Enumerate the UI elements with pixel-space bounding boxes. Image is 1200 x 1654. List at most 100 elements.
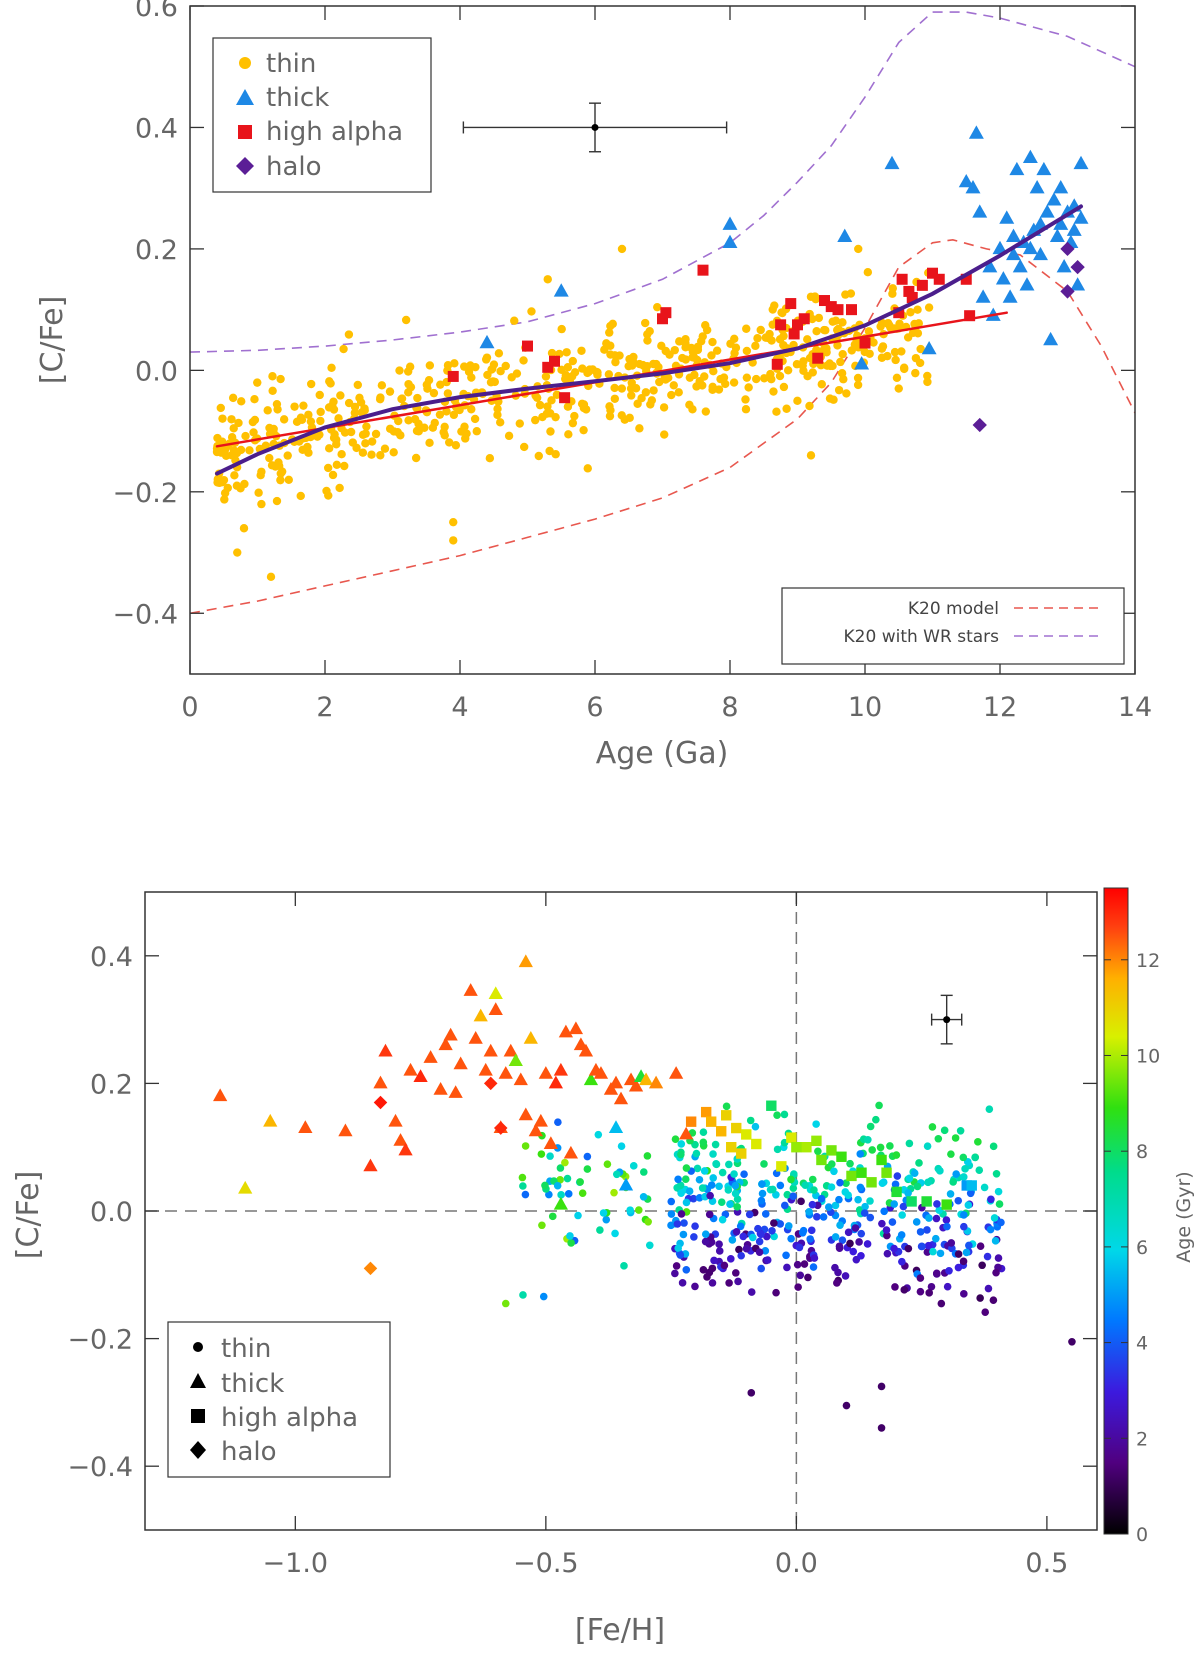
thin-star-point bbox=[992, 1268, 1000, 1277]
thin-star-point bbox=[783, 1190, 792, 1199]
thin-star-point bbox=[936, 1249, 945, 1258]
thin-star-point bbox=[809, 1263, 818, 1271]
thin-star-point bbox=[472, 427, 481, 436]
x-tick-label: −0.5 bbox=[513, 1548, 579, 1579]
thick-star-point bbox=[398, 1142, 413, 1156]
thin-star-point bbox=[556, 1164, 565, 1172]
thick-star-point bbox=[453, 1056, 468, 1070]
error-bar-point bbox=[591, 123, 599, 131]
thin-star-point bbox=[772, 407, 781, 416]
thin-star-point bbox=[257, 467, 266, 476]
high-alpha-star-point bbox=[660, 307, 672, 319]
thin-star-point bbox=[501, 1299, 510, 1308]
thin-star-point bbox=[548, 1212, 557, 1221]
thick-star-point bbox=[1073, 210, 1089, 224]
y-tick-label: 0.2 bbox=[90, 1069, 133, 1100]
thin-star-point bbox=[842, 1179, 850, 1187]
thin-star-point bbox=[674, 1244, 682, 1252]
thick-star-point bbox=[433, 1082, 448, 1095]
high-alpha-star-point bbox=[788, 328, 800, 340]
thin-star-point bbox=[592, 367, 601, 377]
thin-star-point bbox=[519, 1291, 527, 1299]
thin-star-point bbox=[268, 372, 277, 381]
colorbar-tick-label: 12 bbox=[1136, 950, 1160, 972]
thick-star-point bbox=[972, 204, 988, 218]
thick-star-point bbox=[533, 1113, 548, 1127]
thin-star-point bbox=[846, 1239, 854, 1248]
x-tick-label: 14 bbox=[1118, 692, 1152, 723]
thin-star-point bbox=[730, 1170, 738, 1178]
thin-star-point bbox=[924, 1178, 932, 1187]
thin-star-point bbox=[253, 378, 262, 387]
thick-star-point bbox=[1036, 161, 1052, 176]
thin-star-point bbox=[389, 448, 398, 457]
thin-star-point bbox=[725, 1279, 733, 1287]
thin-star-point bbox=[742, 324, 751, 333]
thin-star-point bbox=[265, 453, 274, 463]
thin-star-point bbox=[361, 439, 370, 448]
thin-star-point bbox=[824, 1203, 833, 1211]
thin-star-point bbox=[449, 517, 458, 527]
thick-star-point bbox=[503, 1043, 518, 1057]
thin-star-point bbox=[856, 1183, 865, 1192]
y-tick-label: 0.4 bbox=[90, 942, 133, 973]
thin-star-point bbox=[779, 331, 788, 341]
thin-star-point bbox=[691, 1282, 699, 1291]
thin-star-point bbox=[611, 1229, 619, 1238]
thin-star-point bbox=[989, 1142, 998, 1151]
thin-star-point bbox=[557, 1191, 565, 1199]
legend-thin-label: thin bbox=[221, 1334, 271, 1364]
thin-star-point bbox=[674, 388, 683, 397]
thin-star-point bbox=[639, 1168, 648, 1176]
thin-star-point bbox=[339, 344, 348, 354]
thin-star-point bbox=[726, 339, 735, 348]
thin-star-point bbox=[521, 1142, 530, 1150]
thin-star-point bbox=[504, 431, 514, 441]
thin-star-point bbox=[935, 1206, 943, 1214]
halo-star-point bbox=[972, 417, 987, 433]
thin-star-point bbox=[989, 1296, 998, 1304]
thin-star-point bbox=[682, 1265, 691, 1274]
thin-star-point bbox=[711, 1140, 720, 1149]
thin-star-point bbox=[585, 365, 594, 374]
thin-star-point bbox=[605, 328, 614, 337]
thin-star-point bbox=[564, 1190, 573, 1198]
thin-star-point bbox=[322, 486, 331, 496]
thin-star-point bbox=[696, 380, 705, 389]
thin-star-point bbox=[512, 369, 522, 378]
thick-star-point bbox=[488, 986, 503, 1000]
thin-star-point bbox=[467, 373, 476, 382]
thin-star-point bbox=[924, 1241, 933, 1250]
thin-star-point bbox=[875, 1101, 883, 1110]
thin-star-point bbox=[853, 380, 863, 390]
thick-star-point bbox=[1006, 228, 1021, 242]
thin-star-point bbox=[519, 356, 528, 365]
thin-star-point bbox=[564, 430, 573, 439]
thin-star-point bbox=[385, 387, 395, 396]
thin-star-point bbox=[445, 438, 454, 447]
thin-star-point bbox=[626, 1206, 634, 1214]
thin-star-point bbox=[611, 357, 620, 367]
high-alpha-star-point bbox=[559, 392, 571, 404]
thin-star-point bbox=[751, 1122, 760, 1131]
thick-star-point bbox=[388, 1113, 403, 1127]
thin-star-point bbox=[745, 1210, 754, 1219]
thin-star-point bbox=[931, 1234, 940, 1243]
thin-star-point bbox=[442, 407, 451, 416]
thin-star-point bbox=[805, 401, 814, 411]
thin-star-point bbox=[860, 1209, 869, 1217]
high-alpha-star-point bbox=[542, 361, 554, 373]
thick-star-point bbox=[403, 1062, 418, 1076]
thin-star-point bbox=[701, 407, 711, 416]
thin-star-point bbox=[964, 1201, 973, 1209]
error-bar-point bbox=[943, 1016, 951, 1024]
y-tick-label: −0.4 bbox=[112, 599, 178, 630]
legend-halo-label: halo bbox=[221, 1437, 277, 1467]
thin-star-point bbox=[277, 467, 287, 476]
thin-star-point bbox=[984, 1284, 993, 1293]
thick-star-point bbox=[448, 1085, 463, 1098]
thin-star-point bbox=[367, 437, 377, 446]
thin-star-point bbox=[599, 1209, 608, 1217]
thin-star-point bbox=[579, 425, 588, 435]
thin-star-point bbox=[629, 1162, 638, 1170]
